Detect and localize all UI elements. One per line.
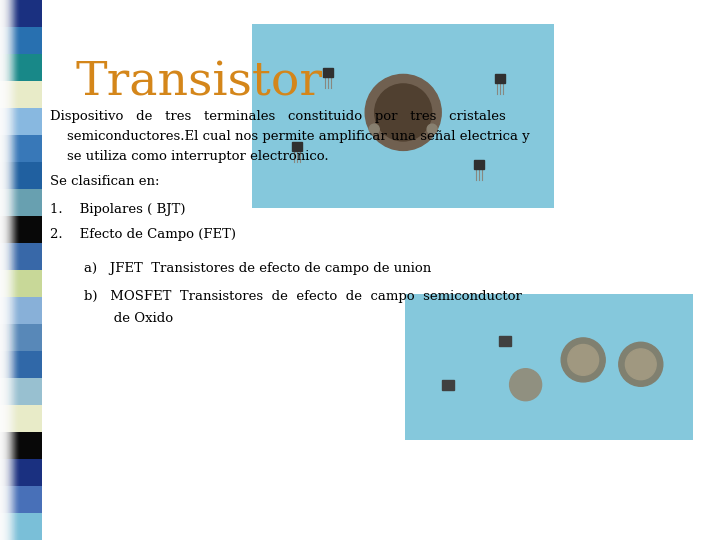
Bar <box>0 0 17 540</box>
Bar <box>0 0 18 540</box>
Bar <box>474 160 484 169</box>
Bar <box>0 54 42 81</box>
Bar <box>252 24 554 208</box>
Bar <box>0 243 42 270</box>
Bar <box>0 513 42 540</box>
Bar <box>0 0 7 540</box>
Text: a)   JFET  Transistores de efecto de campo de union: a) JFET Transistores de efecto de campo … <box>50 262 431 275</box>
Bar <box>0 0 2 540</box>
Bar <box>0 0 4 540</box>
Bar <box>0 351 42 378</box>
Text: semiconductores.El cual nos permite amplificar una señal electrica y: semiconductores.El cual nos permite ampl… <box>50 130 530 143</box>
Bar <box>0 162 42 189</box>
Bar <box>0 459 42 486</box>
Bar <box>0 0 42 27</box>
Bar <box>0 0 14 540</box>
Bar <box>0 216 42 243</box>
Circle shape <box>427 124 437 134</box>
Bar <box>323 68 333 77</box>
Text: Dispositivo   de   tres   terminales   constituido   por   tres   cristales: Dispositivo de tres terminales constitui… <box>50 110 505 123</box>
Bar <box>0 0 8 540</box>
Bar <box>0 486 42 513</box>
Bar <box>0 0 20 540</box>
Circle shape <box>365 75 441 151</box>
Circle shape <box>626 349 656 380</box>
Text: Transistor: Transistor <box>75 60 322 105</box>
Circle shape <box>568 345 598 375</box>
Text: 1.    Bipolares ( BJT): 1. Bipolares ( BJT) <box>50 203 186 216</box>
Bar <box>0 0 1 540</box>
Bar <box>0 297 42 324</box>
Bar <box>0 0 13 540</box>
Bar <box>0 324 42 351</box>
Bar <box>0 0 9 540</box>
Bar <box>292 141 302 151</box>
Circle shape <box>561 338 606 382</box>
Bar <box>0 0 3 540</box>
Text: b)   MOSFET  Transistores  de  efecto  de  campo  semiconductor: b) MOSFET Transistores de efecto de camp… <box>50 290 522 303</box>
Bar <box>500 336 511 346</box>
Bar <box>442 380 454 390</box>
Text: 2.    Efecto de Campo (FET): 2. Efecto de Campo (FET) <box>50 228 236 241</box>
Bar <box>0 0 10 540</box>
Bar <box>0 135 42 162</box>
Bar <box>0 378 42 405</box>
Bar <box>0 27 42 54</box>
Bar <box>0 0 12 540</box>
Bar <box>0 189 42 216</box>
Text: de Oxido: de Oxido <box>50 312 173 325</box>
Circle shape <box>369 124 379 134</box>
Bar <box>0 108 42 135</box>
Bar <box>0 270 42 297</box>
Circle shape <box>618 342 663 386</box>
Circle shape <box>374 84 432 141</box>
Circle shape <box>510 369 541 401</box>
Bar <box>0 0 11 540</box>
Bar <box>0 405 42 432</box>
Bar <box>0 0 6 540</box>
Bar <box>495 73 505 83</box>
Bar <box>405 294 693 440</box>
Bar <box>0 0 15 540</box>
Bar <box>0 0 19 540</box>
Bar <box>0 81 42 108</box>
Text: se utiliza como interruptor electronico.: se utiliza como interruptor electronico. <box>50 150 328 163</box>
Bar <box>0 432 42 459</box>
Bar <box>0 0 16 540</box>
Text: Se clasifican en:: Se clasifican en: <box>50 175 160 188</box>
Bar <box>0 0 5 540</box>
